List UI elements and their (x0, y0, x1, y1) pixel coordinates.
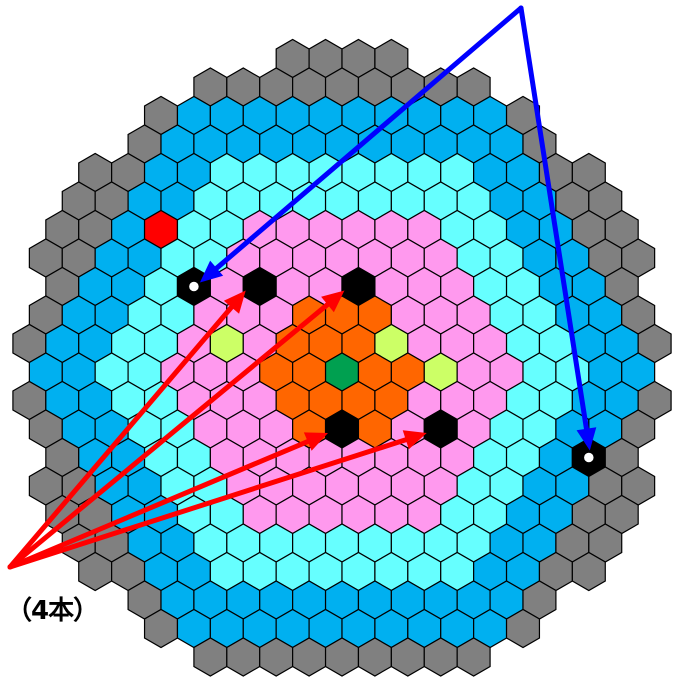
arrow-group (7, 5, 597, 570)
blue-arrow-left (199, 5, 524, 283)
blue-arrow-right-head (576, 427, 597, 451)
blue-arrow-left-head (199, 260, 224, 283)
red-arrow-1 (7, 290, 246, 570)
red-arrow-3-head (303, 432, 328, 451)
hex-outer-reflector (456, 637, 491, 677)
red-arrow-2 (7, 290, 345, 570)
rod-hole-icon (582, 451, 596, 464)
red-arrow-3-shaft (7, 439, 311, 570)
red-arrow-2-shaft (7, 302, 330, 570)
red-arrow-3 (7, 432, 328, 570)
hex-outer-reflector (571, 551, 606, 592)
hex-outer-reflector (505, 608, 541, 649)
red-arrow-4-shaft (7, 437, 409, 570)
hexagon-assembly-grid (12, 38, 672, 677)
blue-arrow-right-shaft (518, 5, 589, 432)
rod-hole-icon (187, 280, 201, 293)
rod-count-label: （4本） (6, 596, 99, 626)
blue-arrow-left-shaft (214, 5, 524, 271)
red-arrow-4 (7, 430, 427, 570)
red-arrow-2-head (321, 290, 345, 313)
blue-arrow-right (518, 5, 597, 451)
red-arrow-4-head (402, 430, 427, 450)
red-arrow-1-shaft (7, 304, 234, 570)
red-arrow-1-head (223, 290, 246, 314)
